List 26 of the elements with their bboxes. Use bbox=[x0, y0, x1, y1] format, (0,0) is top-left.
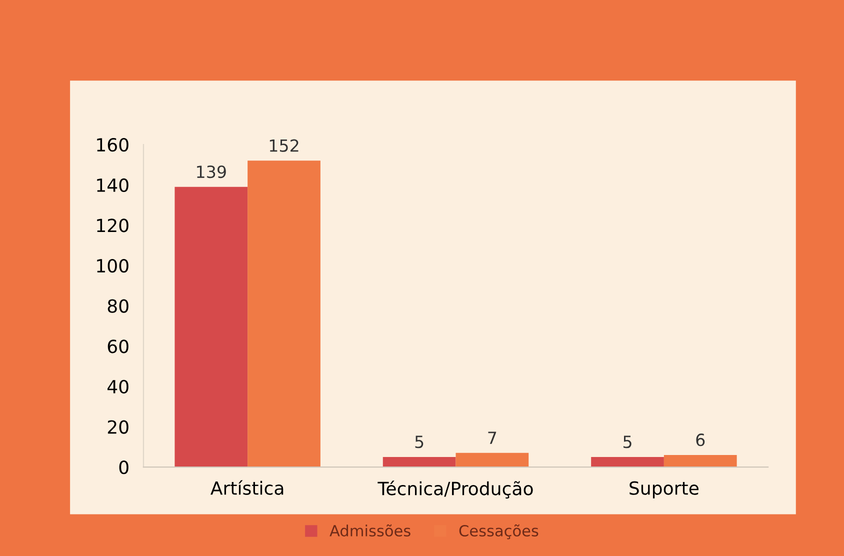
x-tick-label: Suporte bbox=[630, 481, 698, 498]
data-label: 5 bbox=[624, 436, 632, 448]
y-tick-label: 40 bbox=[108, 380, 128, 394]
bar bbox=[248, 160, 320, 468]
data-label: 139 bbox=[197, 165, 226, 178]
y-tick-label: 160 bbox=[97, 138, 128, 152]
bar bbox=[456, 452, 529, 468]
legend-label: Cessações bbox=[459, 524, 538, 540]
data-label: 7 bbox=[488, 432, 496, 444]
y-tick-label: 100 bbox=[97, 258, 128, 273]
bar bbox=[174, 186, 248, 468]
bar bbox=[591, 456, 664, 468]
y-tick-label: 120 bbox=[97, 218, 128, 232]
y-tick-label: 80 bbox=[108, 299, 128, 313]
data-label: 152 bbox=[270, 139, 298, 152]
y-tick-label: 0 bbox=[119, 460, 128, 474]
y-tick-label: 20 bbox=[108, 420, 128, 434]
x-tick-label: Artística bbox=[210, 480, 284, 495]
y-tick-label: 60 bbox=[108, 340, 128, 354]
bar bbox=[664, 454, 737, 468]
legend-label: Admissões bbox=[330, 524, 410, 537]
data-label: 5 bbox=[415, 436, 424, 448]
x-tick-label: Técnica/Produção bbox=[378, 480, 533, 499]
data-label: 6 bbox=[696, 434, 705, 446]
y-tick-label: 140 bbox=[97, 178, 128, 192]
bar bbox=[382, 456, 456, 468]
